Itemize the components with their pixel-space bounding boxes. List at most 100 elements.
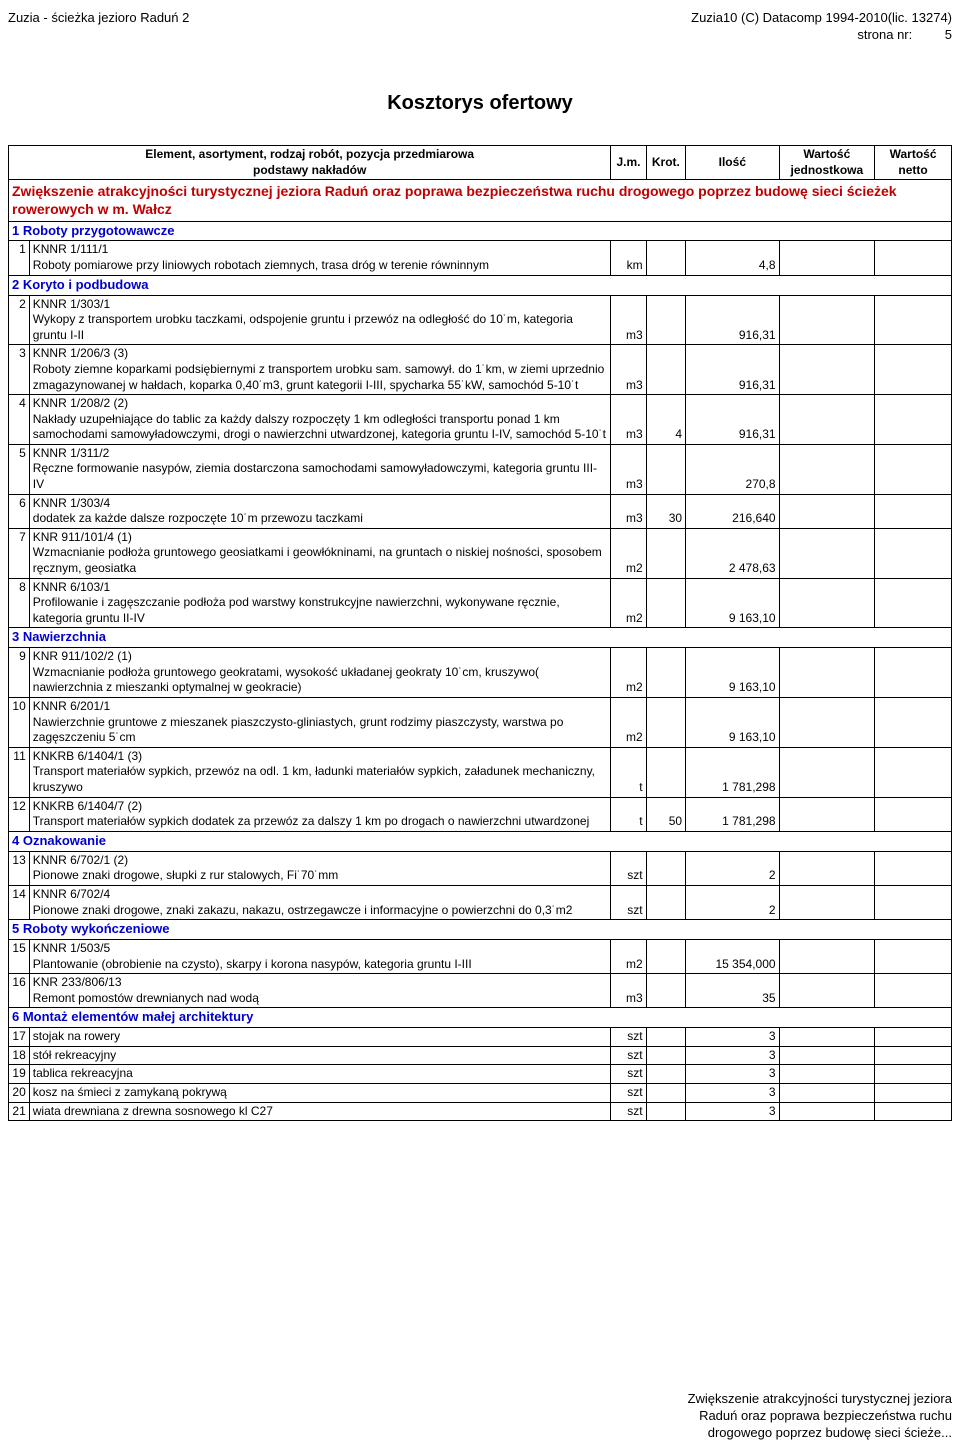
item-wartosc-netto: [875, 578, 952, 628]
item-number: 18: [9, 1046, 30, 1065]
item-code: KNNR 6/702/1 (2): [33, 853, 608, 869]
item-code: KNNR 1/206/3 (3): [33, 346, 608, 362]
item-wartosc-jednostkowa: [779, 939, 875, 973]
item-wartosc-netto: [875, 1046, 952, 1065]
item-jm: szt: [611, 885, 646, 919]
item-krot: [646, 1028, 685, 1047]
item-jm: szt: [611, 1046, 646, 1065]
item-jm: m3: [611, 974, 646, 1008]
item-number: 21: [9, 1102, 30, 1121]
item-ilosc: 916,31: [686, 295, 779, 345]
item-text: Profilowanie i zagęszczanie podłoża pod …: [33, 595, 608, 626]
item-wartosc-netto: [875, 528, 952, 578]
item-code: KNNR 1/503/5: [33, 941, 608, 957]
item-ilosc: 270,8: [686, 444, 779, 494]
section-row: 5 Roboty wykończeniowe: [9, 920, 952, 940]
item-code: KNNR 1/111/1: [33, 242, 608, 258]
item-krot: 4: [646, 395, 685, 445]
item-krot: [646, 747, 685, 797]
item-jm: m2: [611, 528, 646, 578]
header-software-info: Zuzia10 (C) Datacomp 1994-2010(lic. 1327…: [691, 10, 952, 25]
item-description: KNNR 1/206/3 (3)Roboty ziemne koparkami …: [29, 345, 611, 395]
item-code: KNNR 6/103/1: [33, 580, 608, 596]
col-header-wartosc-netto: Wartość netto: [875, 146, 952, 180]
item-description: KNR 911/102/2 (1)Wzmacnianie podłoża gru…: [29, 648, 611, 698]
table-row: 21wiata drewniana z drewna sosnowego kl …: [9, 1102, 952, 1121]
section-row: 6 Montaż elementów małej architektury: [9, 1008, 952, 1028]
item-ilosc: 9 163,10: [686, 698, 779, 748]
table-row: 12KNKRB 6/1404/7 (2)Transport materiałów…: [9, 797, 952, 831]
item-description: KNR 233/806/13Remont pomostów drewnianyc…: [29, 974, 611, 1008]
item-code: KNNR 1/208/2 (2): [33, 396, 608, 412]
item-ilosc: 916,31: [686, 395, 779, 445]
item-wartosc-jednostkowa: [779, 1028, 875, 1047]
item-ilosc: 4,8: [686, 241, 779, 275]
item-number: 5: [9, 444, 30, 494]
item-krot: [646, 1102, 685, 1121]
item-wartosc-jednostkowa: [779, 698, 875, 748]
item-description: KNKRB 6/1404/1 (3)Transport materiałów s…: [29, 747, 611, 797]
section-row: 4 Oznakowanie: [9, 831, 952, 851]
item-wartosc-netto: [875, 1084, 952, 1103]
item-text: kosz na śmieci z zamykaną pokrywą: [33, 1085, 608, 1101]
col-header-wartosc-jednostkowa: Wartość jednostkowa: [779, 146, 875, 180]
table-body: Zwiększenie atrakcyjności turystycznej j…: [9, 180, 952, 1121]
item-description: wiata drewniana z drewna sosnowego kl C2…: [29, 1102, 611, 1121]
item-text: Pionowe znaki drogowe, znaki zakazu, nak…: [33, 903, 608, 919]
item-number: 19: [9, 1065, 30, 1084]
table-row: 2KNNR 1/303/1Wykopy z transportem urobku…: [9, 295, 952, 345]
item-wartosc-netto: [875, 974, 952, 1008]
item-ilosc: 35: [686, 974, 779, 1008]
project-title-cell: Zwiększenie atrakcyjności turystycznej j…: [9, 180, 952, 221]
item-wartosc-netto: [875, 939, 952, 973]
table-row: 9KNR 911/102/2 (1)Wzmacnianie podłoża gr…: [9, 648, 952, 698]
item-wartosc-netto: [875, 395, 952, 445]
item-text: Transport materiałów sypkich dodatek za …: [33, 814, 608, 830]
item-krot: [646, 528, 685, 578]
item-description: KNNR 1/303/4dodatek za każde dalsze rozp…: [29, 494, 611, 528]
table-row: 5KNNR 1/311/2Ręczne formowanie nasypów, …: [9, 444, 952, 494]
item-ilosc: 2: [686, 851, 779, 885]
item-wartosc-netto: [875, 1065, 952, 1084]
item-text: stojak na rowery: [33, 1029, 608, 1045]
item-krot: [646, 444, 685, 494]
item-jm: m2: [611, 698, 646, 748]
item-jm: m2: [611, 578, 646, 628]
item-wartosc-netto: [875, 295, 952, 345]
item-code: KNKRB 6/1404/1 (3): [33, 749, 608, 765]
item-text: tablica rekreacyjna: [33, 1066, 608, 1082]
item-wartosc-jednostkowa: [779, 444, 875, 494]
item-jm: m3: [611, 395, 646, 445]
item-code: KNR 233/806/13: [33, 975, 608, 991]
item-text: Wykopy z transportem urobku taczkami, od…: [33, 312, 608, 343]
item-code: KNR 911/101/4 (1): [33, 530, 608, 546]
item-text: dodatek za każde dalsze rozpoczęte 10˙m …: [33, 511, 608, 527]
item-number: 2: [9, 295, 30, 345]
item-jm: m3: [611, 295, 646, 345]
table-row: 18stół rekreacyjnyszt3: [9, 1046, 952, 1065]
item-description: stojak na rowery: [29, 1028, 611, 1047]
item-number: 1: [9, 241, 30, 275]
item-text: Ręczne formowanie nasypów, ziemia dostar…: [33, 461, 608, 492]
item-wartosc-netto: [875, 648, 952, 698]
section-row: 1 Roboty przygotowawcze: [9, 221, 952, 241]
item-ilosc: 216,640: [686, 494, 779, 528]
item-jm: t: [611, 797, 646, 831]
table-row: 7KNR 911/101/4 (1)Wzmacnianie podłoża gr…: [9, 528, 952, 578]
header-right: Zuzia10 (C) Datacomp 1994-2010(lic. 1327…: [691, 10, 952, 42]
item-code: KNNR 1/303/4: [33, 496, 608, 512]
item-text: Nawierzchnie gruntowe z mieszanek piaszc…: [33, 715, 608, 746]
item-krot: [646, 648, 685, 698]
item-wartosc-netto: [875, 1102, 952, 1121]
item-text: stół rekreacyjny: [33, 1048, 608, 1064]
item-jm: m3: [611, 494, 646, 528]
item-krot: [646, 974, 685, 1008]
item-wartosc-jednostkowa: [779, 1084, 875, 1103]
col-header-description: Element, asortyment, rodzaj robót, pozyc…: [9, 146, 611, 180]
section-row: 3 Nawierzchnia: [9, 628, 952, 648]
item-wartosc-jednostkowa: [779, 747, 875, 797]
item-jm: m3: [611, 444, 646, 494]
item-number: 4: [9, 395, 30, 445]
item-ilosc: 2: [686, 885, 779, 919]
item-description: KNNR 6/702/4Pionowe znaki drogowe, znaki…: [29, 885, 611, 919]
